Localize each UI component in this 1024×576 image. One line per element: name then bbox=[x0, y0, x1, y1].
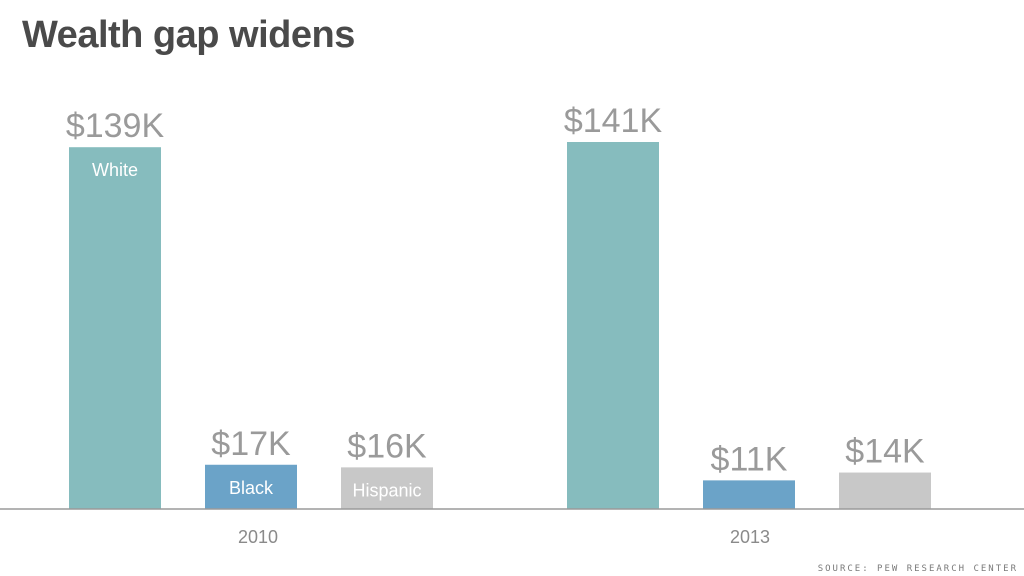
value-label-white-2010: $139K bbox=[66, 107, 165, 145]
value-label-hispanic-2010: $16K bbox=[347, 427, 427, 465]
bar-name-label-black: Black bbox=[229, 478, 274, 498]
bar-hispanic-2010 bbox=[341, 467, 433, 509]
value-label-white-2013: $141K bbox=[564, 102, 663, 140]
bar-name-label-white: White bbox=[92, 160, 138, 180]
bar-white-2013 bbox=[567, 142, 659, 509]
bars-group: $139K White $17K Black $16K Hispanic $141K $11K… bbox=[66, 102, 931, 509]
x-tick-labels: 2010 2013 bbox=[238, 527, 770, 547]
bar-black-2010 bbox=[205, 464, 297, 509]
chart-title: Wealth gap widens bbox=[22, 14, 355, 56]
bar-white-2010 bbox=[69, 147, 161, 509]
value-label-black-2010: $17K bbox=[211, 425, 291, 463]
value-label-hispanic-2013: $14K bbox=[845, 433, 925, 471]
bar-name-label-hispanic: Hispanic bbox=[352, 480, 421, 500]
value-label-black-2013: $11K bbox=[711, 440, 788, 478]
bar-hispanic-2013 bbox=[839, 472, 931, 509]
source-note: SOURCE: PEW RESEARCH CENTER bbox=[817, 564, 1018, 574]
x-tick-label-2013: 2013 bbox=[730, 527, 770, 547]
bar-black-2013 bbox=[703, 480, 795, 509]
x-tick-label-2010: 2010 bbox=[238, 527, 278, 547]
